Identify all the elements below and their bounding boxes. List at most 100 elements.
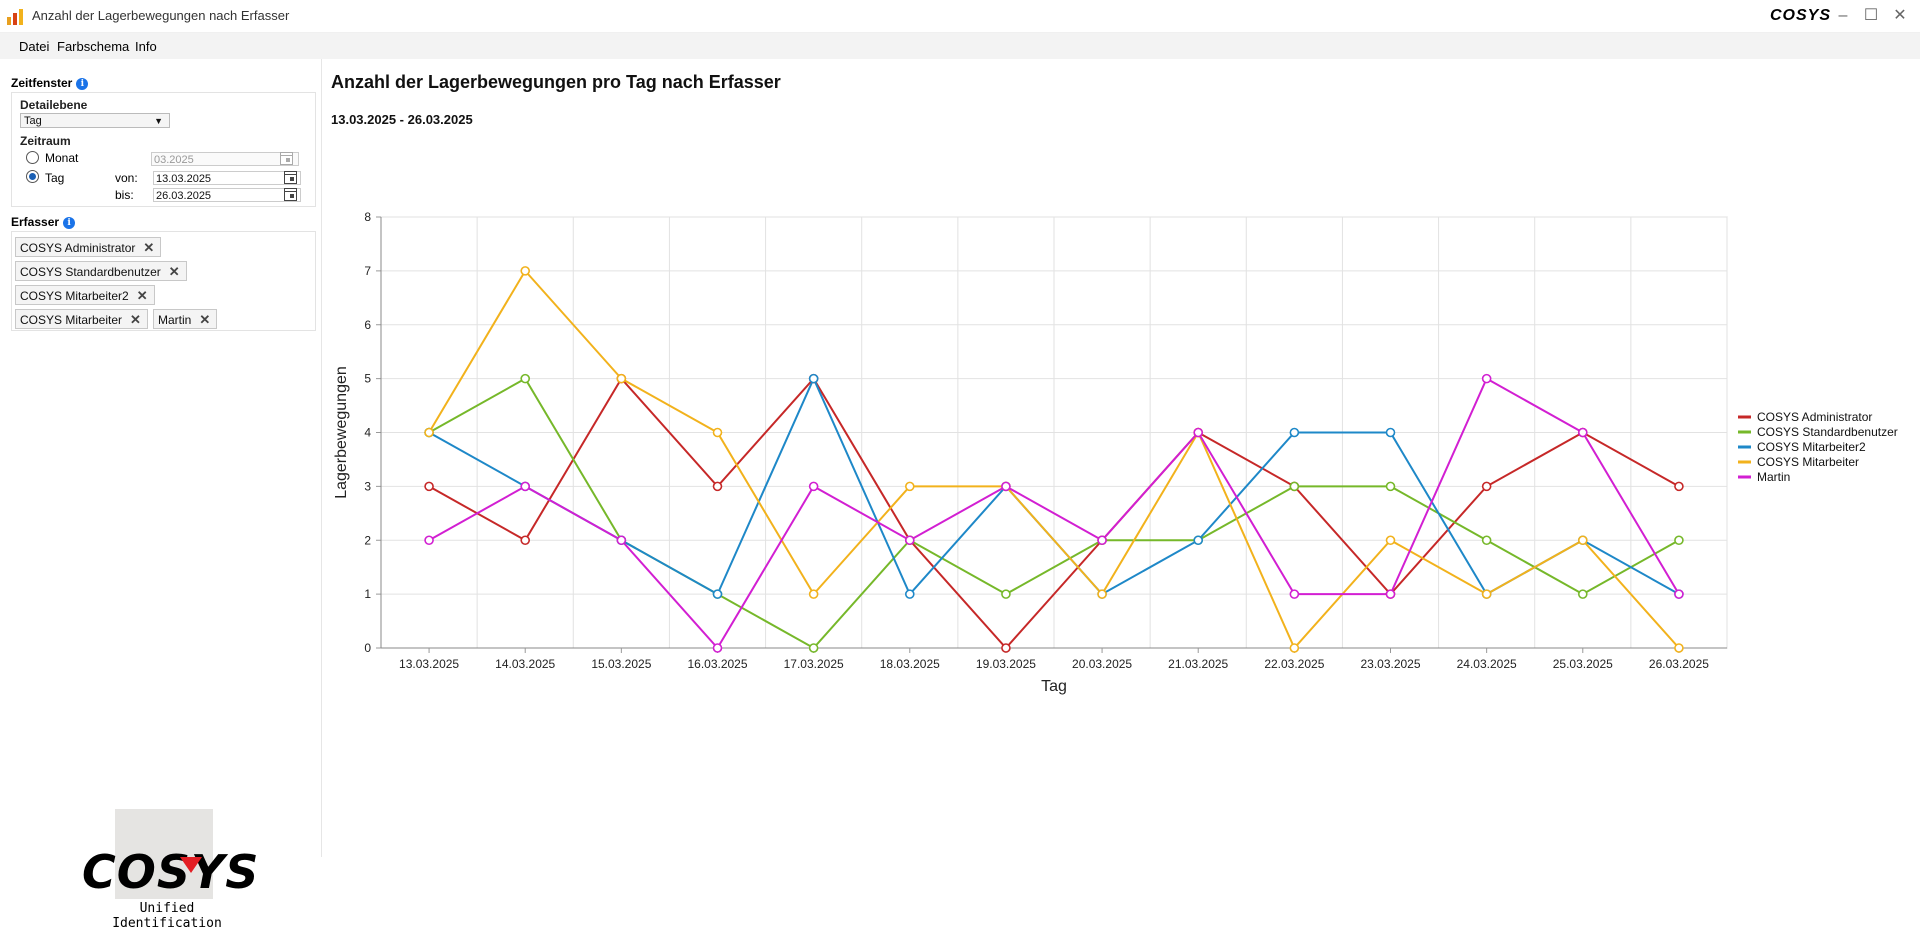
x-tick-label: 15.03.2025 — [591, 657, 651, 671]
zeitfenster-label: Zeitfenster — [11, 76, 73, 90]
data-point — [1097, 535, 1107, 546]
data-point — [1577, 427, 1588, 438]
close-button[interactable]: ✕ — [1893, 7, 1907, 24]
data-point — [1385, 535, 1396, 546]
legend-label: Martin — [1757, 470, 1790, 484]
y-tick-label: 3 — [364, 479, 371, 493]
chart-panel: Anzahl der Lagerbewegungen pro Tag nach … — [322, 59, 1920, 857]
x-tick-label: 14.03.2025 — [495, 657, 555, 671]
data-point — [1481, 589, 1492, 599]
monat-radio[interactable] — [26, 151, 39, 164]
data-point — [1385, 427, 1396, 438]
data-point — [1577, 535, 1588, 546]
remove-icon[interactable]: ✕ — [199, 312, 211, 327]
data-point — [1385, 481, 1396, 492]
chart-app-icon — [7, 9, 23, 25]
y-tick-label: 7 — [364, 264, 371, 278]
data-point — [808, 643, 819, 653]
x-tick-label: 16.03.2025 — [687, 657, 747, 671]
erfasser-label: Erfasser — [11, 215, 60, 229]
menu-bar: Datei Farbschema Info — [0, 33, 1920, 59]
legend-label: COSYS Administrator — [1757, 410, 1872, 424]
line-chart: 0 1 2 3 4 5 6 7 8 13.03.2025 14.03.2025 15.03.2025 1… — [333, 210, 1898, 695]
info-icon[interactable]: i — [76, 78, 89, 90]
von-calendar-icon[interactable] — [284, 171, 297, 184]
data-point — [1481, 481, 1492, 492]
legend-label: COSYS Mitarbeiter2 — [1757, 440, 1866, 454]
legend-label: COSYS Mitarbeiter — [1757, 455, 1859, 469]
detailebene-value: Tag — [24, 115, 42, 127]
filter-sidebar: Zeitfenster i Detailebene Tag ▼ Zeitraum … — [0, 59, 322, 931]
data-point — [712, 589, 723, 599]
data-point — [1001, 643, 1011, 653]
data-point — [1289, 589, 1300, 599]
data-point — [904, 589, 915, 599]
y-axis-title: Lagerbewegungen — [333, 366, 350, 499]
data-point — [712, 481, 723, 492]
y-tick-label: 0 — [364, 641, 371, 655]
data-point — [616, 373, 627, 384]
data-point — [1097, 589, 1107, 599]
window-titlebar: Anzahl der Lagerbewegungen nach Erfasser… — [0, 0, 1920, 33]
y-tick-label: 6 — [364, 318, 371, 332]
data-point — [1481, 373, 1492, 384]
remove-icon[interactable]: ✕ — [130, 312, 141, 327]
erfasser-chip[interactable]: COSYS Standardbenutzer ✕ — [15, 261, 187, 281]
data-point — [1674, 481, 1684, 492]
erfasser-chip[interactable]: Martin ✕ — [153, 309, 218, 329]
x-axis-title: Tag — [1041, 678, 1067, 695]
info-icon[interactable]: i — [63, 217, 76, 229]
chip-label: COSYS Administrator — [20, 241, 136, 255]
window-title: Anzahl der Lagerbewegungen nach Erfasser — [32, 8, 290, 23]
menu-info[interactable]: Info — [135, 39, 157, 54]
brand-logo: COSYS — [1770, 7, 1832, 24]
data-point — [712, 643, 723, 653]
monat-calendar-icon[interactable] — [280, 152, 293, 165]
maximize-button[interactable]: ☐ — [1863, 7, 1879, 24]
remove-icon[interactable]: ✕ — [143, 240, 155, 255]
data-point — [1577, 589, 1588, 599]
erfasser-heading: Erfasser i — [11, 215, 76, 229]
x-tick-label: 21.03.2025 — [1168, 657, 1228, 671]
data-point — [424, 535, 434, 546]
zeitfenster-group: Detailebene Tag ▼ Zeitraum Monat 03.2025… — [11, 92, 316, 207]
data-point — [520, 535, 531, 546]
menu-farbschema[interactable]: Farbschema — [57, 39, 130, 54]
detailebene-select[interactable]: Tag ▼ — [20, 113, 170, 128]
logo-triangle-icon — [180, 857, 202, 873]
x-tick-label: 24.03.2025 — [1457, 657, 1517, 671]
chip-label: COSYS Standardbenutzer — [20, 265, 161, 279]
data-point — [1001, 481, 1011, 492]
series-line — [428, 377, 1680, 650]
bis-label: bis: — [115, 188, 134, 202]
monat-input[interactable]: 03.2025 — [151, 152, 299, 166]
logo-wordmark: COSYS — [82, 845, 260, 899]
von-date-input[interactable]: 13.03.2025 — [153, 171, 301, 185]
bis-date-input[interactable]: 26.03.2025 — [153, 188, 301, 202]
bis-calendar-icon[interactable] — [284, 188, 297, 201]
monat-label: Monat — [45, 151, 79, 165]
chart-date-range: 13.03.2025 - 26.03.2025 — [331, 112, 473, 127]
series-line — [428, 269, 1680, 650]
data-point — [1674, 589, 1684, 599]
data-point — [1481, 535, 1492, 546]
erfasser-chip[interactable]: COSYS Mitarbeiter ✕ — [15, 309, 148, 329]
tag-radio[interactable] — [26, 170, 39, 183]
detailebene-label: Detailebene — [20, 98, 88, 112]
data-point — [1674, 535, 1684, 546]
erfasser-chip[interactable]: COSYS Administrator ✕ — [15, 237, 162, 257]
remove-icon[interactable]: ✕ — [136, 288, 148, 303]
chip-label: COSYS Mitarbeiter2 — [20, 289, 129, 303]
menu-datei[interactable]: Datei — [19, 39, 50, 54]
data-point — [808, 373, 819, 384]
x-tick-label: 18.03.2025 — [880, 657, 940, 671]
erfasser-chip[interactable]: COSYS Mitarbeiter2 ✕ — [15, 285, 155, 305]
data-point — [424, 427, 434, 438]
data-point — [520, 373, 531, 384]
data-point — [520, 266, 531, 276]
data-point — [616, 535, 627, 546]
minimize-button[interactable]: – — [1838, 7, 1848, 24]
remove-icon[interactable]: ✕ — [168, 264, 180, 279]
series-line — [428, 376, 1680, 650]
data-point — [904, 481, 915, 492]
